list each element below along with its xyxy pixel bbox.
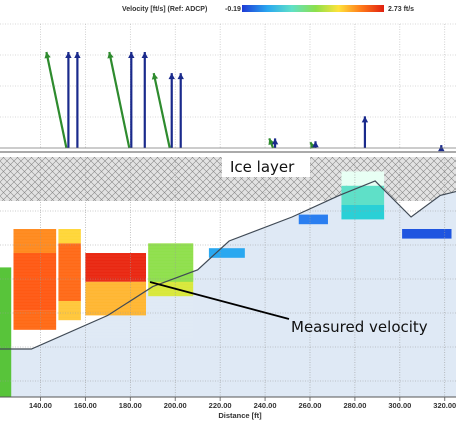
x-tick-label: 240.00 — [254, 401, 277, 410]
green-vector-head — [44, 52, 51, 59]
green-vector-head — [107, 52, 114, 59]
green-vector — [45, 51, 68, 149]
velocity-cell — [208, 248, 245, 258]
velocity-cell — [341, 205, 385, 220]
colorbar-min-label: -0.19 — [225, 6, 241, 13]
blue-vector-head — [74, 52, 81, 58]
velocity-cell — [13, 310, 57, 330]
velocity-cell — [13, 253, 57, 311]
velocity-cell — [402, 229, 452, 239]
velocity-cell — [13, 229, 57, 253]
blue-vector-head — [361, 116, 369, 123]
green-vector — [108, 51, 131, 149]
green-vector-head — [151, 73, 159, 80]
x-tick-label: 320.00 — [433, 401, 456, 410]
x-tick-label: 280.00 — [343, 401, 366, 410]
blue-vector-head — [128, 52, 135, 58]
velocity-cell — [58, 229, 81, 244]
green-vector — [152, 72, 171, 149]
colorbar-title: Velocity [ft/s] (Ref: ADCP) — [122, 6, 207, 13]
velocity-cell — [58, 301, 81, 321]
velocity-cell — [85, 253, 147, 282]
green-vector-head — [268, 138, 275, 146]
blue-vector-head — [141, 52, 148, 58]
measured-velocity-pointer — [149, 281, 290, 320]
x-axis-title: Distance [ft] — [218, 411, 262, 420]
x-tick-label: 220.00 — [209, 401, 232, 410]
x-tick-label: 180.00 — [119, 401, 142, 410]
riverbed-line — [0, 180, 456, 350]
x-tick-label: 260.00 — [299, 401, 322, 410]
x-tick-label: 160.00 — [74, 401, 97, 410]
colorbar-max-label: 2.73 ft/s — [388, 6, 414, 13]
colorbar — [242, 5, 384, 12]
blue-vector-head — [271, 138, 279, 145]
blue-vector-head — [312, 141, 319, 148]
ice-layer-label: Ice layer — [230, 158, 295, 176]
ice-label-background — [222, 157, 310, 177]
velocity-vectors — [44, 51, 445, 152]
riverbed-area — [0, 181, 456, 397]
velocity-cell — [148, 243, 194, 282]
x-axis-ticks: 140.00 160.00 180.00 200.00 220.00 240.00 260.… — [29, 397, 456, 410]
blue-vector-head — [168, 73, 175, 80]
x-tick-label: 140.00 — [29, 401, 52, 410]
blue-vector-head — [177, 73, 184, 80]
blue-vector-head — [65, 52, 72, 58]
velocity-cell — [298, 214, 328, 225]
riverbed-outline — [0, 180, 456, 350]
x-tick-label: 200.00 — [164, 401, 187, 410]
riverbed — [0, 181, 456, 397]
measured-velocity-label: Measured velocity — [291, 318, 428, 336]
cross-section-grid — [0, 157, 456, 397]
velocity-cell — [58, 243, 81, 301]
vector-panel-grid — [0, 23, 456, 148]
velocity-cell — [341, 185, 385, 205]
velocity-cell — [0, 267, 12, 397]
x-tick-label: 300.00 — [388, 401, 411, 410]
velocity-cells — [0, 171, 452, 397]
